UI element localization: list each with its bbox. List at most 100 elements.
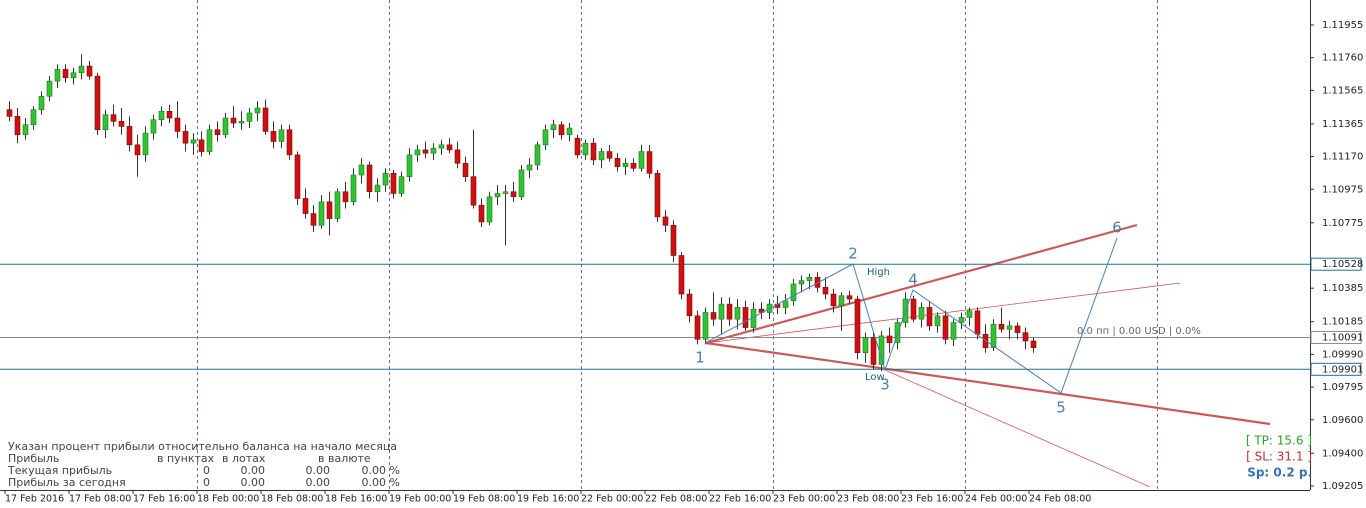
candle-body: [806, 276, 813, 281]
candle-body: [486, 196, 493, 223]
candle-body: [190, 139, 197, 144]
candle-body: [846, 295, 853, 300]
candle-body: [414, 149, 421, 156]
candle-body: [326, 201, 333, 219]
candle-body: [374, 184, 381, 193]
price-level-label: 1.10091: [1322, 332, 1363, 343]
take-profit: [ TP: 15.6 ]: [1246, 434, 1312, 448]
candle-body: [174, 117, 181, 132]
candle-body: [150, 119, 157, 134]
candle-body: [870, 337, 877, 365]
candle-body: [918, 307, 925, 320]
info-cell: Прибыль за сегодня: [8, 476, 126, 489]
candle-body: [614, 157, 621, 167]
candle-body: [454, 149, 461, 164]
spread: Sp: 0.2 p.: [1247, 466, 1312, 480]
stop-loss: [ SL: 31.1 ]: [1246, 450, 1312, 464]
y-tick-label: 1.11955: [1322, 20, 1363, 31]
candle-body: [694, 315, 701, 340]
candle-body: [518, 169, 525, 198]
candle-body: [382, 173, 389, 186]
candle-body: [854, 298, 861, 354]
y-tick-label: 1.11365: [1322, 119, 1363, 130]
x-tick-label: 18 Feb 08:00: [261, 494, 323, 505]
candle-body: [686, 293, 693, 317]
x-tick-label: 22 Feb 08:00: [645, 494, 707, 505]
candle-body: [838, 295, 845, 307]
candle-body: [46, 80, 53, 97]
candle-body: [158, 111, 165, 120]
info-cell: 0.00: [306, 464, 331, 477]
info-cell: 0: [203, 476, 210, 489]
candle-body: [110, 114, 117, 122]
candle-body: [406, 154, 413, 177]
candle-body: [222, 117, 229, 136]
candle-body: [558, 124, 565, 136]
x-tick-label: 17 Feb 16:00: [133, 494, 195, 505]
candle-body: [710, 312, 717, 320]
candle-body: [166, 111, 173, 119]
candle-body: [550, 124, 557, 131]
candle-body: [726, 303, 733, 320]
candle-body: [598, 151, 605, 161]
candle-body: [246, 112, 253, 122]
info-header: Прибыль: [8, 452, 59, 465]
candle-body: [878, 335, 885, 365]
candle-body: [310, 213, 317, 226]
x-tick-label: 23 Feb 16:00: [901, 494, 963, 505]
candle-body: [678, 255, 685, 295]
candle-body: [54, 69, 61, 82]
candle-body: [1014, 325, 1021, 333]
candle-body: [278, 129, 285, 142]
y-tick-label: 1.11170: [1322, 152, 1363, 163]
candle-body: [478, 204, 485, 223]
candle-body: [398, 176, 405, 194]
candle-body: [470, 176, 477, 206]
candle-body: [30, 109, 37, 126]
lower-trend-line: [705, 341, 1271, 426]
candle-body: [318, 201, 325, 226]
candle-body: [1022, 332, 1029, 342]
candle-body: [334, 191, 341, 219]
y-tick-label: 1.10975: [1322, 184, 1363, 195]
candle-body: [350, 174, 357, 203]
y-tick-label: 1.09205: [1322, 481, 1363, 492]
candle-body: [646, 151, 653, 174]
candle-body: [182, 131, 189, 144]
upper-trend-line: [705, 223, 1138, 345]
candle-body: [886, 335, 893, 343]
wave-label: 4: [908, 271, 918, 289]
candle-body: [294, 154, 301, 199]
candle-body: [966, 310, 973, 318]
info-cell: 0.00 %: [362, 464, 400, 477]
x-tick-label: 19 Feb 00:00: [389, 494, 451, 505]
candle-body: [574, 137, 581, 156]
y-tick-label: 1.10775: [1322, 218, 1363, 229]
candle-body: [670, 225, 677, 256]
candle-body: [134, 144, 141, 156]
candle-body: [94, 75, 101, 131]
candle-body: [958, 317, 965, 323]
candle-body: [142, 132, 149, 156]
candle-body: [70, 72, 77, 79]
y-tick-label: 1.09795: [1322, 382, 1363, 393]
candle-body: [446, 144, 453, 151]
candle-body: [238, 121, 245, 124]
candle-body: [102, 114, 109, 131]
candle-body: [214, 129, 221, 136]
y-tick-label: 1.10185: [1322, 317, 1363, 328]
candle-body: [798, 280, 805, 285]
candle-body: [862, 337, 869, 354]
candle-body: [830, 293, 837, 307]
candle-body: [934, 315, 941, 327]
x-tick-label: 19 Feb 08:00: [453, 494, 515, 505]
candle-body: [422, 149, 429, 154]
candle-body: [734, 307, 741, 320]
y-tick-label: 1.10385: [1322, 283, 1363, 294]
x-tick-label: 18 Feb 16:00: [325, 494, 387, 505]
y-tick-label: 1.09990: [1322, 349, 1363, 360]
y-tick-label: 1.11565: [1322, 85, 1363, 96]
candle-body: [950, 322, 957, 340]
